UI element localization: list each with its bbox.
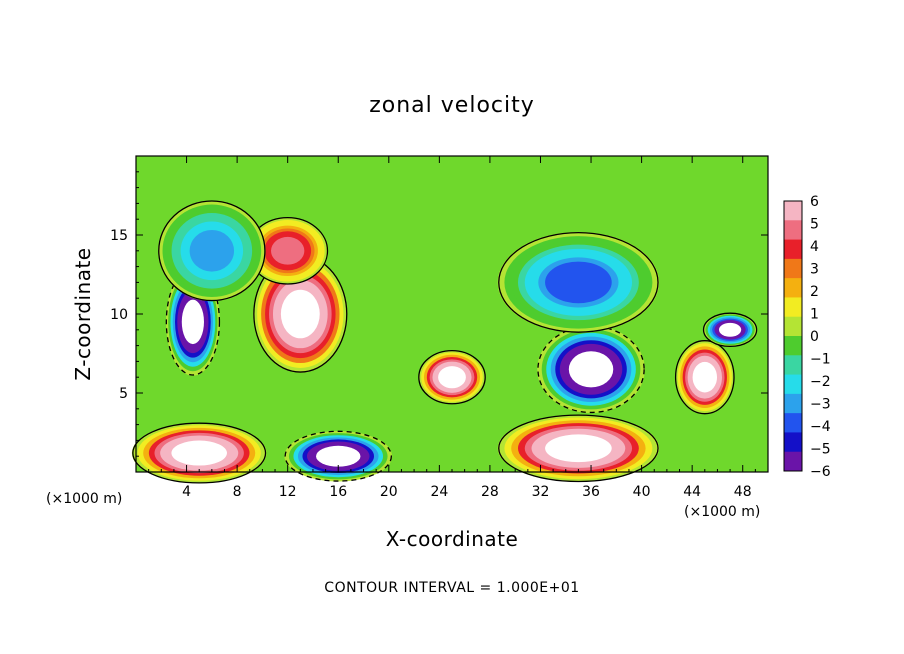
feature-band <box>568 351 614 388</box>
y-axis-label: Z-coordinate <box>71 247 95 380</box>
colorbar-frame <box>783 200 803 472</box>
contour-line <box>284 430 392 482</box>
x-unit-label: (×1000 m) <box>684 504 760 520</box>
colorbar-swatch <box>784 201 802 221</box>
colorbar-swatch <box>784 220 802 241</box>
x-tick-label: 28 <box>481 484 499 500</box>
colorbar-swatch <box>784 374 802 395</box>
feature-band <box>718 322 742 337</box>
x-tick-label: 4 <box>182 484 191 500</box>
field-features <box>131 200 758 484</box>
colorbar-swatch <box>784 355 802 376</box>
x-tick-label: 8 <box>233 484 242 500</box>
colorbar-tick-label: 0 <box>810 329 819 345</box>
colorbar-swatch <box>784 432 802 453</box>
feature-band <box>171 440 227 466</box>
colorbar-swatch <box>784 413 802 433</box>
colorbar-tick-label: −3 <box>810 397 831 413</box>
x-tick-label: 20 <box>380 484 398 500</box>
contour-line <box>702 312 758 348</box>
y-tick-label: 5 <box>119 386 128 402</box>
field-feature <box>165 268 221 376</box>
colorbar-tick-label: 4 <box>810 239 819 255</box>
field-feature <box>284 430 393 482</box>
colorbar-tick-label: −5 <box>810 442 831 458</box>
contour-interval-label: CONTOUR INTERVAL = 1.000E+01 <box>324 580 579 596</box>
x-axis-label: X-coordinate <box>386 527 519 551</box>
contour-line <box>498 231 659 333</box>
x-tick-label: 44 <box>683 484 701 500</box>
colorbar-swatch <box>784 239 802 260</box>
y-tick-label: 10 <box>110 307 128 323</box>
colorbar-swatch <box>784 336 802 356</box>
feature-band <box>438 366 466 389</box>
feature-band <box>181 299 204 345</box>
feature-band <box>316 445 361 467</box>
colorbar-swatch <box>784 297 802 318</box>
feature-band <box>692 361 718 393</box>
field-feature <box>674 340 735 415</box>
colorbar-tick-label: 5 <box>810 217 819 233</box>
x-tick-label: 36 <box>582 484 600 500</box>
field-feature <box>253 255 348 373</box>
field-feature <box>497 414 660 483</box>
chart-title: zonal velocity <box>369 93 535 118</box>
x-axis-ticks: 4 8 12 16 20 24 28 32 36 40 44 48 <box>148 156 756 500</box>
colorbar-swatch <box>784 451 802 472</box>
contour-line <box>498 414 659 483</box>
contour-line <box>674 340 735 415</box>
colorbar-swatch <box>784 393 802 414</box>
x-tick-label: 40 <box>633 484 651 500</box>
field-feature <box>131 422 267 484</box>
x-tick-label: 24 <box>430 484 448 500</box>
field-feature <box>157 200 266 302</box>
contour-line <box>418 350 486 405</box>
x-tick-label: 48 <box>734 484 752 500</box>
plot-background <box>136 156 768 472</box>
x-tick-label: 16 <box>329 484 347 500</box>
colorbar-swatch <box>784 316 802 337</box>
feature-band <box>545 261 612 304</box>
field-feature <box>418 350 486 405</box>
colorbar-tick-label: 3 <box>810 262 819 278</box>
feature-band <box>545 434 612 463</box>
x-tick-label: 12 <box>279 484 297 500</box>
colorbar-tick-label: −4 <box>810 419 831 435</box>
y-axis-ticks: 5 10 15 <box>110 171 768 457</box>
z-unit-label: (×1000 m) <box>46 491 122 507</box>
colorbar-swatch <box>784 258 802 279</box>
colorbar-tick-label: 1 <box>810 307 819 323</box>
field-feature <box>702 312 758 348</box>
colorbar-tick-label: 6 <box>810 194 819 210</box>
colorbar-tick-label: −1 <box>810 352 831 368</box>
contour-line <box>158 200 266 302</box>
colorbar: 6 5 4 3 2 1 0 −1 −2 −3 −4 −5 −6 <box>783 194 831 480</box>
feature-band <box>189 229 235 272</box>
colorbar-tick-label: −6 <box>810 464 831 480</box>
colorbar-tick-label: −2 <box>810 374 831 390</box>
field-feature <box>537 325 645 414</box>
y-tick-label: 15 <box>110 228 128 244</box>
x-tick-label: 32 <box>532 484 550 500</box>
field-feature <box>247 216 329 285</box>
field-feature <box>497 231 660 333</box>
colorbar-tick-label: 2 <box>810 284 819 300</box>
colorbar-swatch <box>784 278 802 298</box>
contour-line <box>132 422 267 484</box>
feature-band <box>280 289 320 339</box>
feature-band <box>271 236 305 265</box>
